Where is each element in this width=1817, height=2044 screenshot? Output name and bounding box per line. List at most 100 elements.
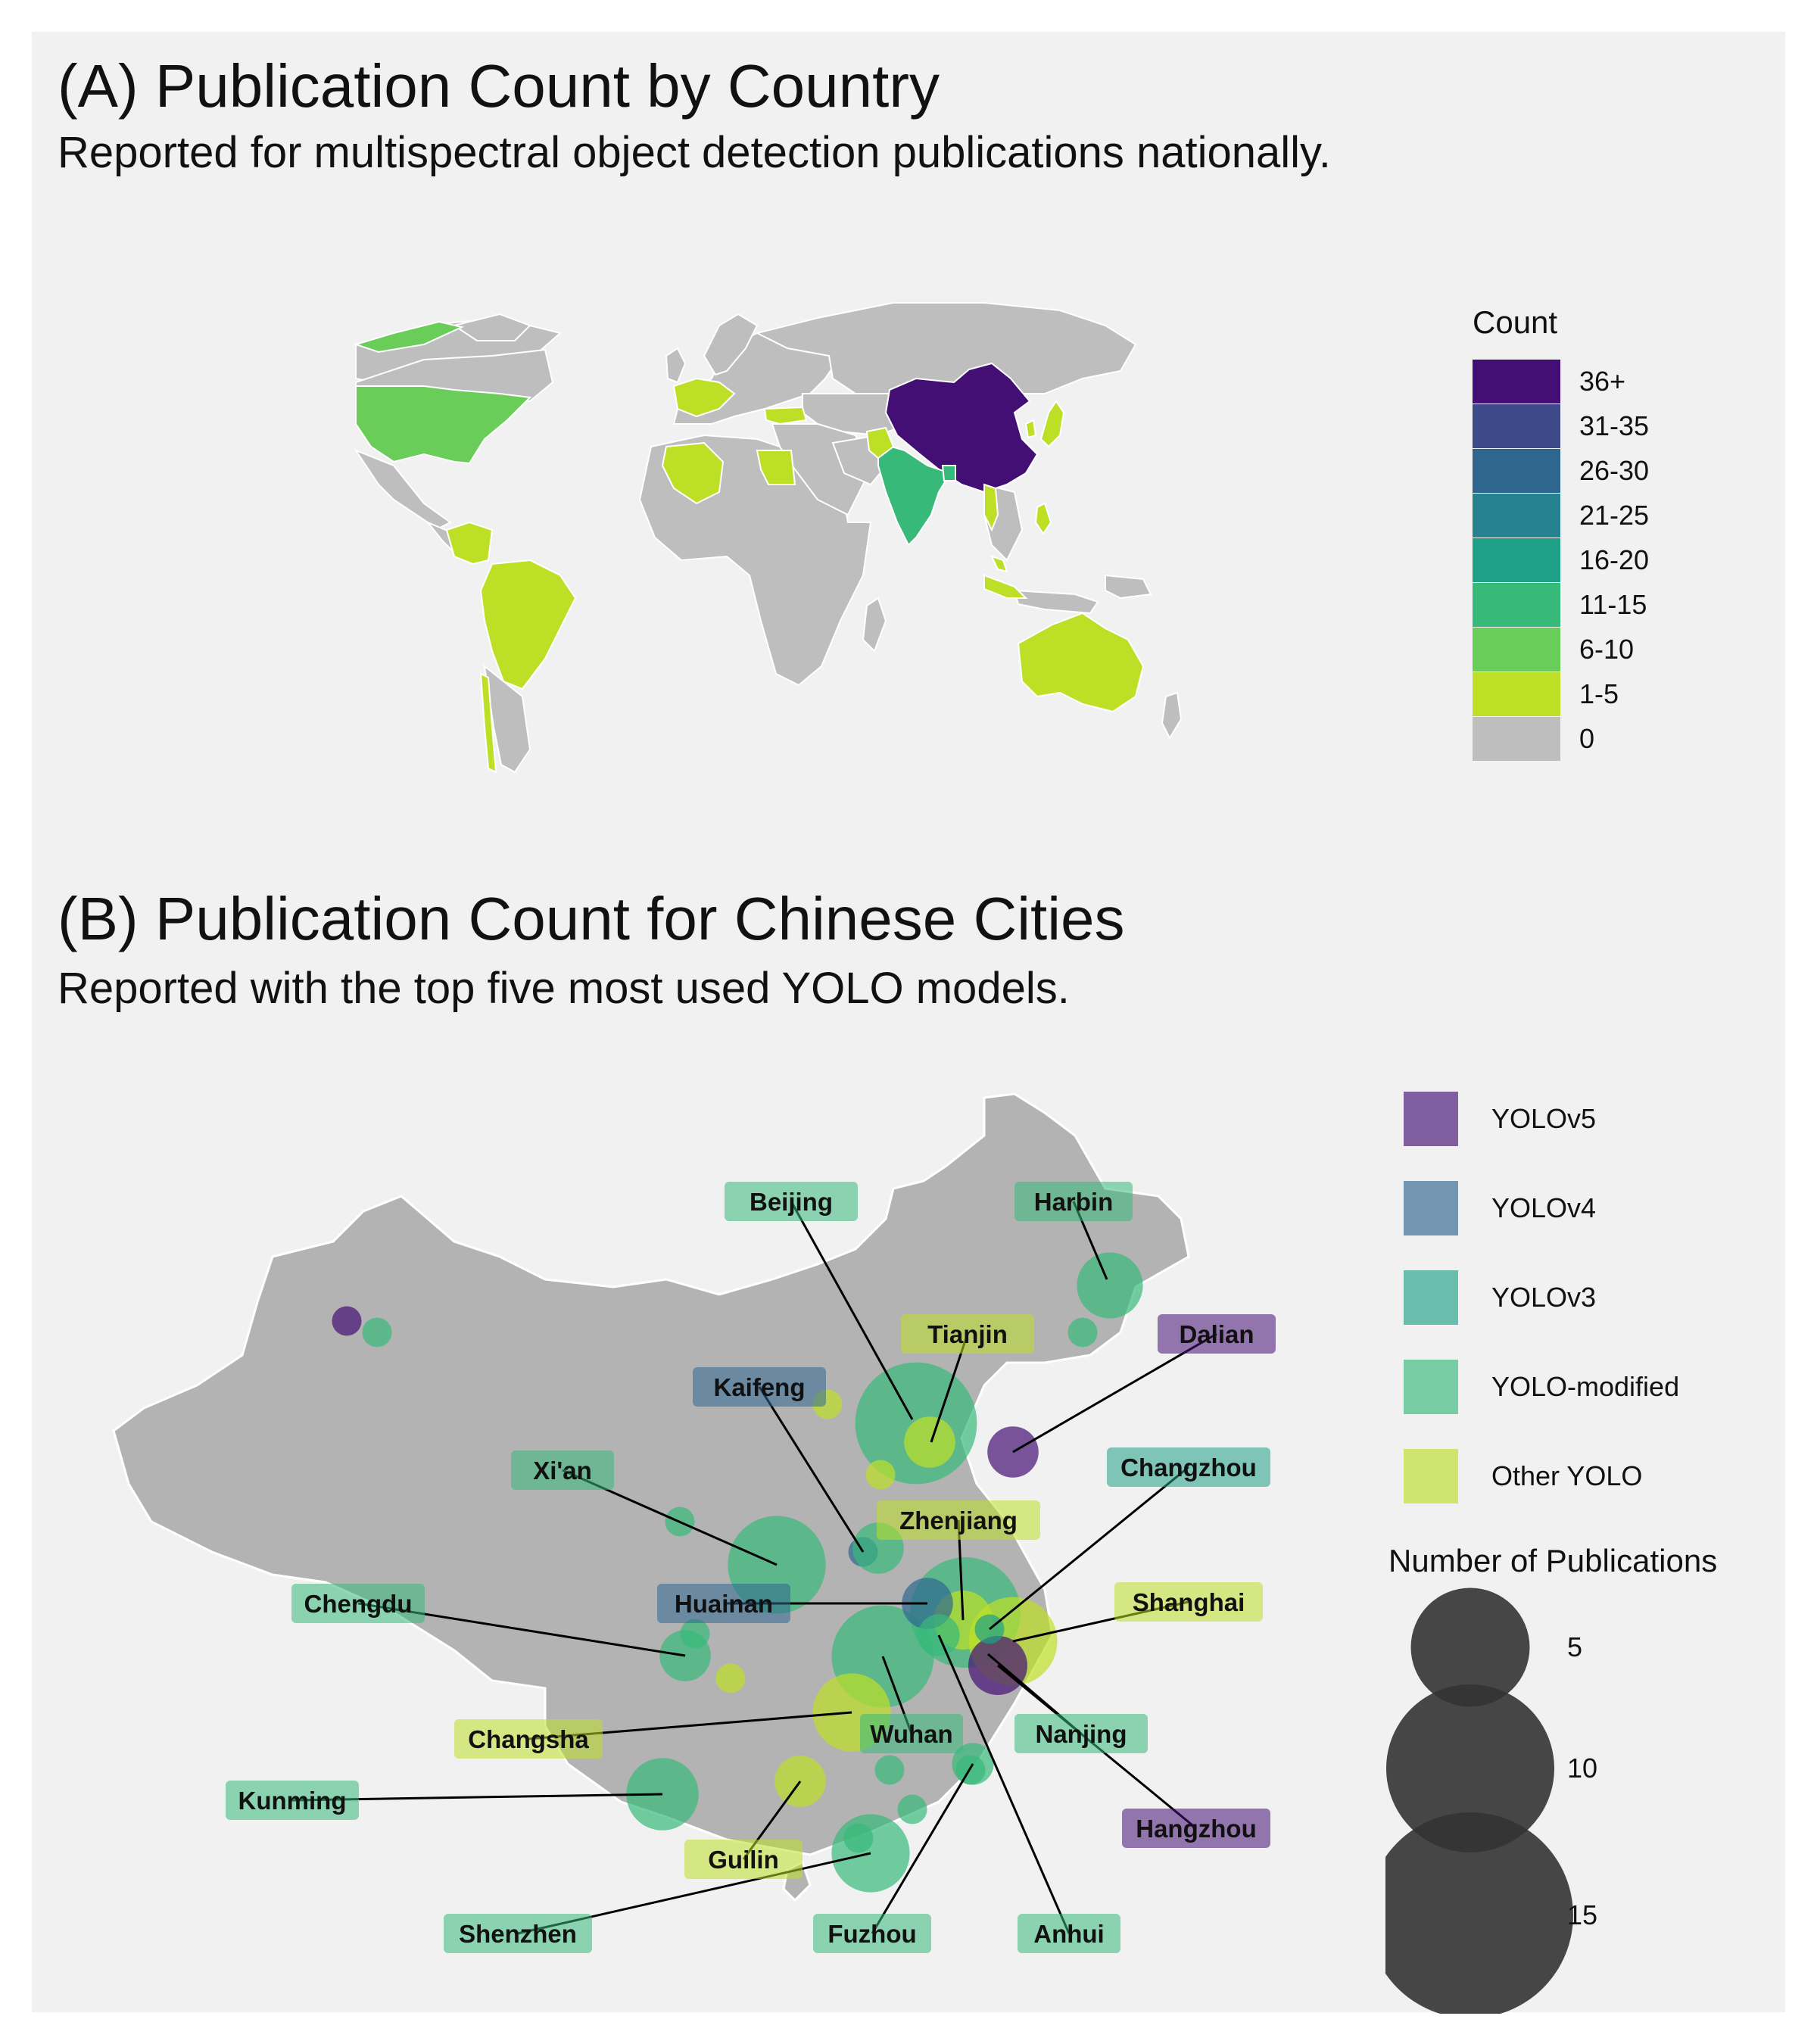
bubble-extra-5 bbox=[865, 1460, 896, 1490]
city-label-shenzhen: Shenzhen bbox=[444, 1914, 592, 1953]
country-india bbox=[877, 441, 952, 547]
country-turkey bbox=[763, 406, 808, 425]
bubble-extra-9 bbox=[715, 1663, 746, 1693]
country-south-korea bbox=[1024, 419, 1037, 439]
city-label-text: Nanjing bbox=[1036, 1720, 1127, 1748]
size-label-5: 5 bbox=[1567, 1631, 1582, 1662]
city-label-text: Fuzhou bbox=[827, 1920, 916, 1948]
model-label-yolov3: YOLOv3 bbox=[1491, 1282, 1596, 1313]
country-layer bbox=[353, 320, 1145, 774]
land-indonesia-grey bbox=[1013, 589, 1099, 615]
size-label-15: 15 bbox=[1567, 1899, 1597, 1930]
country-pakistan bbox=[865, 426, 895, 460]
city-label-xi-an: Xi'an bbox=[511, 1450, 614, 1490]
leader-kaifeng bbox=[758, 1386, 865, 1553]
land-madagascar bbox=[862, 597, 887, 653]
city-label-wuhan: Wuhan bbox=[860, 1714, 963, 1753]
model-legend: YOLOv5 YOLOv4 YOLOv3 YOLO-modified Other YOL… bbox=[1385, 1092, 1717, 2014]
city-label-text: Shanghai bbox=[1133, 1588, 1245, 1616]
city-label-dalian: Dalian bbox=[1158, 1314, 1276, 1354]
city-label-box bbox=[901, 1314, 1034, 1354]
city-label-box bbox=[1158, 1314, 1276, 1354]
city-label-box bbox=[725, 1182, 858, 1221]
land-arctic-islands bbox=[452, 313, 531, 341]
bubble-extra-1 bbox=[332, 1306, 362, 1336]
city-label-text: Hangzhou bbox=[1136, 1815, 1256, 1843]
city-label-box bbox=[511, 1450, 614, 1490]
city-label-text: Beijing bbox=[750, 1188, 833, 1216]
model-label-yolov5: YOLOv5 bbox=[1491, 1103, 1596, 1134]
country-vietnam bbox=[983, 483, 999, 532]
city-label-beijing: Beijing bbox=[725, 1182, 858, 1221]
leader-fuzhou bbox=[871, 1763, 974, 1934]
count-swatch-26-30 bbox=[1473, 449, 1560, 493]
bubble-extra-2 bbox=[362, 1317, 392, 1348]
panel-b-title: (B) Publication Count for Chinese Cities bbox=[58, 885, 1125, 952]
city-label-text: Shenzhen bbox=[459, 1920, 577, 1948]
country-china bbox=[884, 362, 1039, 494]
model-swatch-yolo-modified bbox=[1404, 1360, 1458, 1414]
land-mexico bbox=[354, 448, 452, 531]
city-label-text: Kaifeng bbox=[713, 1373, 805, 1401]
model-swatch-yolov3 bbox=[1404, 1270, 1458, 1325]
city-label-text: Kunming bbox=[238, 1787, 347, 1815]
city-label-box bbox=[1014, 1182, 1133, 1221]
city-label-box bbox=[860, 1714, 963, 1753]
city-label-box bbox=[1122, 1809, 1270, 1848]
land-scandinavia bbox=[703, 313, 759, 376]
country-colombia bbox=[445, 521, 494, 566]
count-label-31-35: 31-35 bbox=[1579, 410, 1649, 441]
size-label-10: 10 bbox=[1567, 1753, 1597, 1784]
leader-anhui bbox=[937, 1634, 1071, 1934]
city-label-tianjin: Tianjin bbox=[901, 1314, 1034, 1354]
city-label-text: Changsha bbox=[468, 1725, 589, 1753]
country-australia bbox=[1017, 612, 1145, 713]
country-japan bbox=[1039, 400, 1065, 448]
count-label-6-10: 6-10 bbox=[1579, 634, 1634, 665]
bubble-extra-12 bbox=[955, 1755, 986, 1785]
count-label-26-30: 26-30 bbox=[1579, 455, 1649, 486]
city-label-changzhou: Changzhou bbox=[1107, 1447, 1270, 1487]
count-label-11-15: 11-15 bbox=[1579, 589, 1647, 620]
city-label-chengdu: Chengdu bbox=[291, 1584, 425, 1623]
city-label-box bbox=[1107, 1447, 1270, 1487]
count-label-16-20: 16-20 bbox=[1579, 544, 1649, 575]
country-egypt bbox=[756, 450, 796, 485]
count-swatch-11-15 bbox=[1473, 583, 1560, 627]
city-label-text: Xi'an bbox=[533, 1457, 592, 1485]
city-label-text: Huainan bbox=[675, 1590, 773, 1618]
city-label-anhui: Anhui bbox=[1018, 1914, 1120, 1953]
size-legend-title: Number of Publications bbox=[1388, 1543, 1717, 1578]
city-label-box bbox=[1114, 1582, 1263, 1622]
count-swatch-0 bbox=[1473, 717, 1560, 761]
count-label-0: 0 bbox=[1579, 723, 1594, 754]
city-label-box bbox=[454, 1719, 603, 1759]
city-label-huainan: Huainan bbox=[657, 1584, 790, 1623]
bubble-extra-13 bbox=[843, 1823, 874, 1853]
city-label-harbin: Harbin bbox=[1014, 1182, 1133, 1221]
leader-changzhou bbox=[989, 1466, 1189, 1631]
size-bubble-10 bbox=[1386, 1684, 1554, 1852]
bubble-extra-8 bbox=[680, 1619, 710, 1649]
country-chile bbox=[479, 672, 497, 774]
country-bangladesh bbox=[941, 465, 956, 481]
panel-a-title: (A) Publication Count by Country bbox=[58, 52, 940, 120]
land-new-guinea bbox=[1105, 574, 1152, 600]
count-legend-title: Count bbox=[1473, 304, 1557, 340]
count-label-1-5: 1-5 bbox=[1579, 678, 1619, 709]
bubble-extra-11 bbox=[897, 1794, 927, 1824]
model-label-yolov4: YOLOv4 bbox=[1491, 1192, 1596, 1223]
city-label-changsha: Changsha bbox=[454, 1719, 603, 1759]
model-label-other-yolo: Other YOLO bbox=[1491, 1460, 1642, 1491]
model-label-yolo-modified: YOLO-modified bbox=[1491, 1371, 1679, 1402]
country-algeria bbox=[661, 441, 725, 505]
city-label-text: Zhenjiang bbox=[899, 1507, 1018, 1535]
country-brazil bbox=[479, 559, 577, 690]
city-label-text: Anhui bbox=[1033, 1920, 1104, 1948]
city-label-text: Dalian bbox=[1179, 1320, 1254, 1348]
world-map bbox=[353, 302, 1183, 774]
count-swatch-6-10 bbox=[1473, 628, 1560, 671]
city-label-shanghai: Shanghai bbox=[1114, 1582, 1263, 1622]
city-label-kaifeng: Kaifeng bbox=[693, 1367, 826, 1407]
land-new-zealand bbox=[1161, 691, 1183, 740]
